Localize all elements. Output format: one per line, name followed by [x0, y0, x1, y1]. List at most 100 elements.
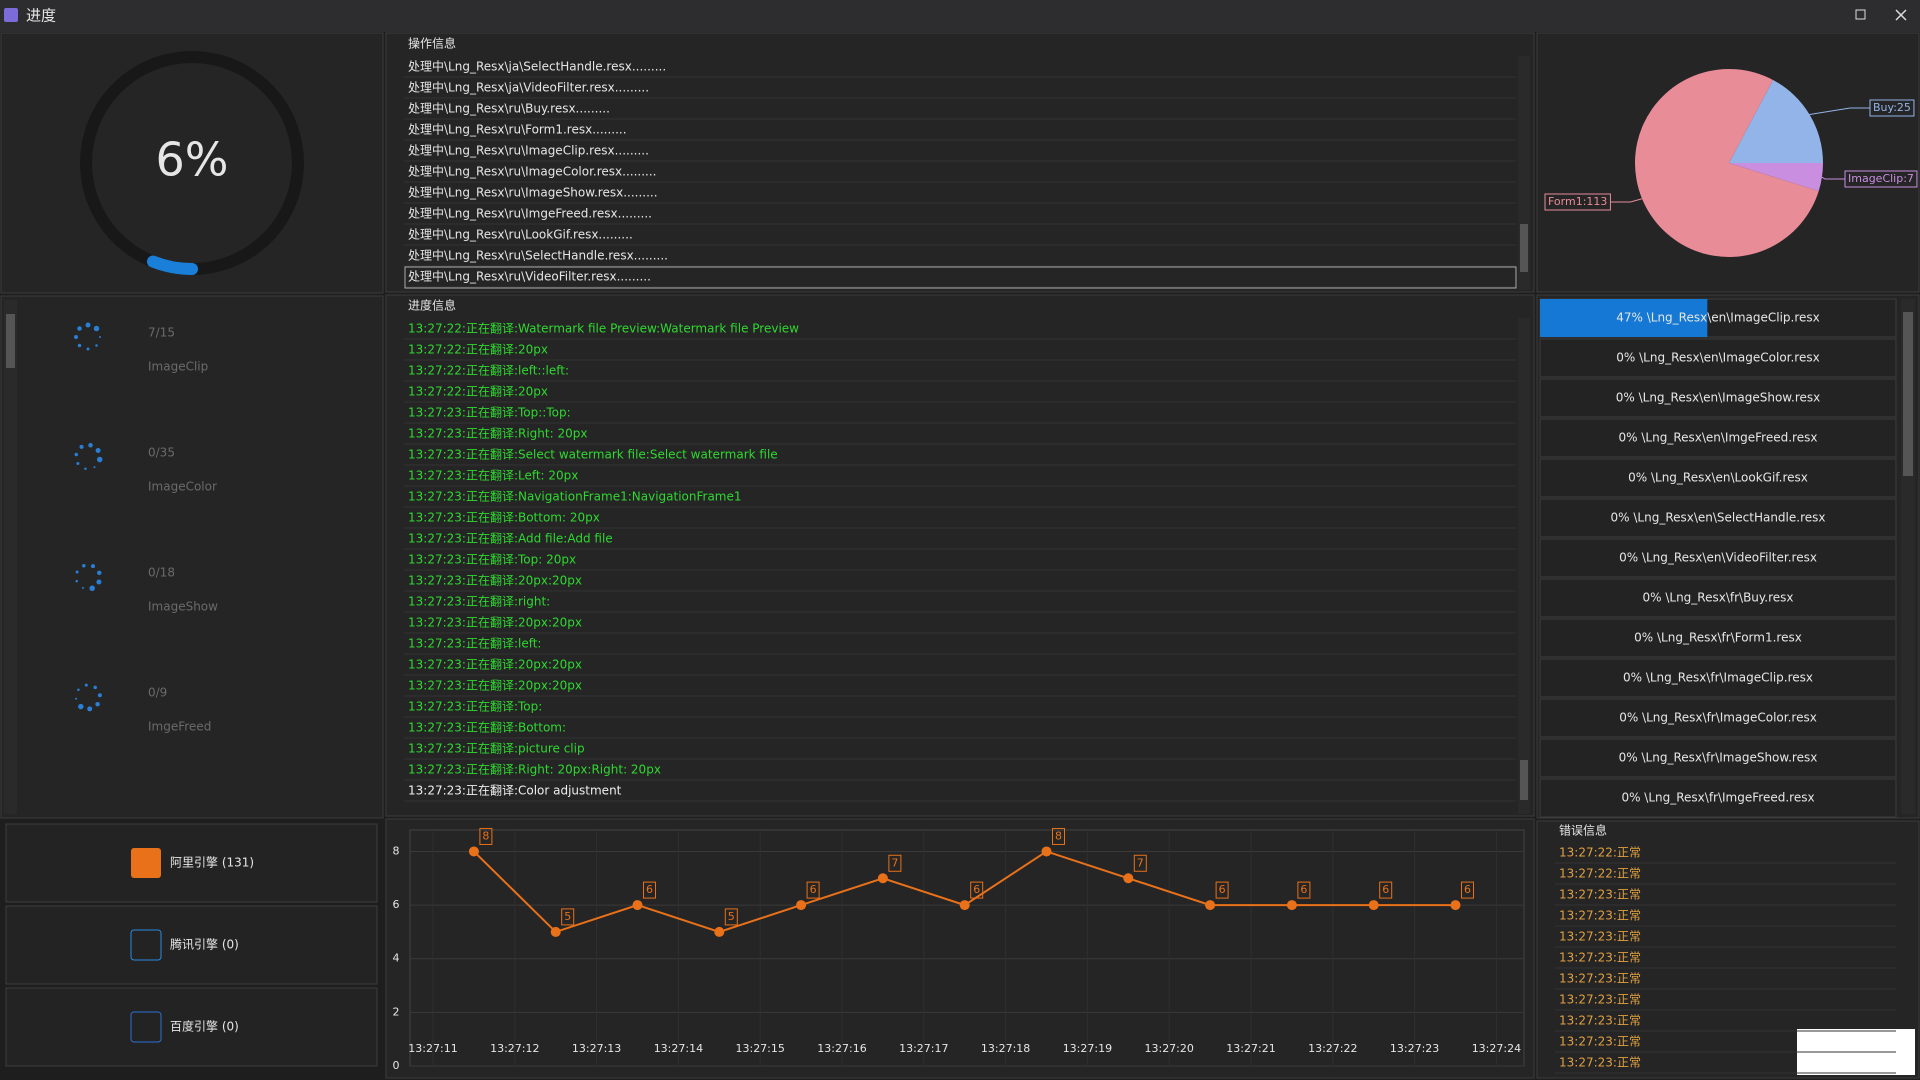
data-label-box — [888, 854, 902, 872]
log-row: 处理中\Lng_Resx\ru\VideoFilter.resx........… — [408, 269, 651, 284]
progress-arc — [146, 255, 198, 275]
y-tick-label: 6 — [393, 898, 400, 911]
file-item — [1539, 458, 1897, 498]
point — [714, 926, 725, 937]
engine-button[interactable] — [5, 823, 378, 903]
pie-slice — [1729, 163, 1823, 192]
log-row: 13:27:23:正在翻译:Right: 20px:Right: 20px — [408, 763, 661, 777]
log-row: 13:27:23:正在翻译:20px:20px — [408, 679, 582, 693]
file-label: 0% \Lng_Resx\en\LookGif.resx — [1628, 471, 1808, 485]
pie-label: ImageClip:7 — [1848, 172, 1914, 185]
title-bar — [0, 0, 1920, 32]
close-button[interactable] — [1895, 9, 1907, 21]
task-name: ImageColor — [148, 480, 217, 494]
log-row: 13:27:23:正在翻译:20px:20px — [408, 658, 582, 672]
point — [1041, 846, 1052, 857]
scroll-thumb[interactable] — [1520, 224, 1528, 272]
pie-leader — [1610, 198, 1643, 203]
log-row: 13:27:23:正在翻译:Top::Top: — [408, 406, 571, 420]
point — [877, 873, 888, 884]
error-row: 13:27:23:正常 — [1559, 951, 1641, 965]
data-label: 5 — [728, 910, 735, 923]
log-row: 处理中\Lng_Resx\ru\SelectHandle.resx.......… — [408, 248, 668, 263]
spinner-dot — [76, 461, 80, 465]
file-label: 0% \Lng_Resx\fr\Buy.resx — [1642, 591, 1793, 605]
file-label: 0% \Lng_Resx\en\VideoFilter.resx — [1619, 551, 1817, 565]
spinner-dot — [96, 570, 102, 576]
spinner-dot — [84, 683, 88, 687]
y-tick-label: 2 — [393, 1005, 400, 1018]
log-row: 13:27:23:正在翻译:left: — [408, 637, 541, 651]
task-count: 0/18 — [148, 566, 175, 580]
file-item — [1539, 738, 1897, 778]
pie-leader — [1809, 107, 1870, 116]
pie-slice — [1729, 79, 1823, 163]
data-label-box — [561, 908, 575, 926]
data-label: 6 — [646, 883, 653, 896]
point — [1450, 900, 1461, 911]
progress-label: 6% — [156, 133, 229, 187]
panel-title: 操作信息 — [408, 36, 456, 51]
spinner-dot — [93, 466, 96, 469]
engine-label: 腾讯引擎 (0) — [170, 937, 239, 952]
task-count: 0/9 — [148, 686, 167, 700]
spinner-dot — [77, 326, 82, 331]
data-label-box — [724, 908, 738, 926]
engine-button[interactable] — [5, 987, 378, 1067]
log-row: 13:27:23:正在翻译:Bottom: 20px — [408, 511, 600, 525]
data-label: 7 — [891, 856, 898, 869]
restore-button[interactable] — [1855, 9, 1866, 20]
error-row: 13:27:23:正常 — [1559, 1014, 1641, 1028]
spinner-dot — [86, 347, 90, 351]
error-row: 13:27:23:正常 — [1559, 888, 1641, 902]
error-row: 13:27:22:正常 — [1559, 867, 1641, 881]
pie-slice — [1635, 69, 1819, 258]
data-label-box — [1052, 827, 1065, 845]
x-tick-label: 13:27:18 — [981, 1042, 1030, 1055]
file-item — [1539, 498, 1897, 538]
log-row: 处理中\Lng_Resx\ru\LookGif.resx......... — [408, 227, 633, 242]
file-item — [1539, 778, 1897, 818]
error-row: 13:27:23:正常 — [1559, 972, 1641, 986]
log-row: 处理中\Lng_Resx\ru\Form1.resx......... — [408, 122, 627, 137]
error-row: 13:27:23:正常 — [1559, 1056, 1641, 1070]
spinner-dot — [93, 325, 100, 332]
log-row: 13:27:22:正在翻译:20px — [408, 343, 548, 357]
error-row: 13:27:23:正常 — [1559, 1035, 1641, 1049]
data-label-box — [1297, 881, 1311, 899]
spinner-dot — [90, 564, 95, 569]
data-label-box — [1461, 881, 1474, 899]
spinner-dot — [84, 467, 87, 470]
spinner-dot — [95, 448, 101, 454]
task-name: ImgeFreed — [148, 720, 211, 734]
scrollbar[interactable] — [1518, 318, 1530, 814]
selected-row — [404, 266, 1517, 289]
scrollbar[interactable] — [4, 300, 17, 814]
point — [959, 900, 970, 911]
spinner-dot — [82, 564, 86, 568]
scroll-thumb[interactable] — [1520, 760, 1528, 800]
log-row: 13:27:23:正在翻译:Right: 20px — [408, 427, 587, 441]
log-row: 处理中\Lng_Resx\ru\ImgeFreed.resx......... — [408, 206, 652, 221]
x-tick-label: 13:27:11 — [408, 1042, 457, 1055]
log-row: 处理中\Lng_Resx\ja\VideoFilter.resx........… — [408, 80, 649, 95]
progress-panel — [385, 294, 1535, 817]
data-label-box — [1133, 854, 1147, 872]
x-tick-label: 13:27:19 — [1063, 1042, 1112, 1055]
x-tick-label: 13:27:16 — [817, 1042, 866, 1055]
engine-icon — [131, 848, 161, 878]
point — [632, 900, 643, 911]
log-row: 处理中\Lng_Resx\ru\ImageColor.resx......... — [408, 164, 656, 179]
data-label: 6 — [1219, 883, 1226, 896]
x-tick-label: 13:27:17 — [899, 1042, 948, 1055]
x-tick-label: 13:27:24 — [1472, 1042, 1521, 1055]
log-row: 处理中\Lng_Resx\ja\SelectHandle.resx.......… — [408, 59, 666, 74]
engine-button[interactable] — [5, 905, 378, 985]
spinner-dot — [97, 693, 102, 698]
file-label: 0% \Lng_Resx\fr\ImgeFreed.resx — [1621, 791, 1814, 805]
scroll-thumb[interactable] — [6, 314, 15, 368]
scroll-thumb[interactable] — [1903, 312, 1913, 476]
log-row: 13:27:23:正在翻译:Color adjustment — [408, 784, 622, 798]
point — [796, 900, 807, 911]
file-label: 0% \Lng_Resx\en\ImageShow.resx — [1616, 391, 1821, 405]
